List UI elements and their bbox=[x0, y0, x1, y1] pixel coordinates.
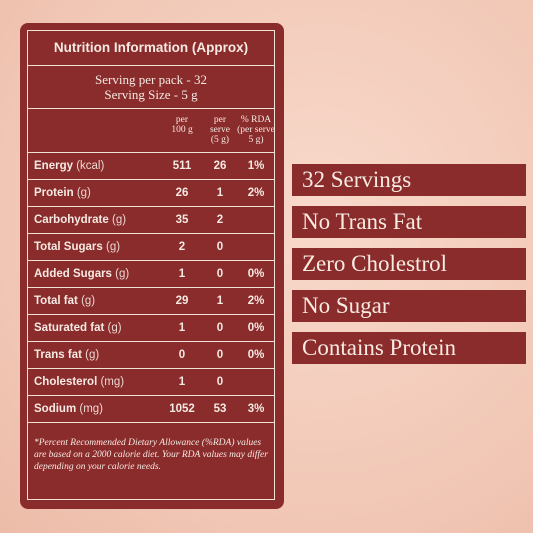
table-row: Carbohydrate (g) 35 2 bbox=[28, 207, 274, 234]
table-row: Saturated fat (g) 1 0 0% bbox=[28, 315, 274, 342]
value-per-100g: 1 bbox=[178, 376, 186, 388]
header-rda: % RDA (per serve 5 g) bbox=[237, 115, 275, 145]
table-header: per 100 g per serve (5 g) % RDA (per ser… bbox=[28, 109, 275, 153]
value-rda: 3% bbox=[247, 403, 265, 415]
value-rda: 2% bbox=[247, 187, 265, 199]
value-per-serve: 1 bbox=[216, 187, 224, 199]
feature-badge: 32 Servings bbox=[292, 164, 526, 196]
nutrient-unit: (g) bbox=[85, 349, 100, 361]
nutrient-name: Protein (g) bbox=[34, 187, 91, 199]
serving-size: Serving Size - 5 g bbox=[104, 87, 198, 102]
nutrition-panel: Nutrition Information (Approx) Serving p… bbox=[20, 23, 284, 509]
value-per-serve: 1 bbox=[216, 295, 224, 307]
rda-footnote: *Percent Recommended Dietary Allowance (… bbox=[34, 438, 268, 472]
nutrient-unit: (g) bbox=[115, 268, 130, 280]
nutrient-name: Trans fat (g) bbox=[34, 349, 100, 361]
value-per-100g: 511 bbox=[172, 160, 192, 172]
value-per-100g: 29 bbox=[175, 295, 189, 307]
nutrient-unit: (g) bbox=[81, 295, 96, 307]
value-rda: 2% bbox=[247, 295, 265, 307]
table-body: Energy (kcal) 511 26 1% Protein (g) 26 1 2% Carb… bbox=[28, 153, 274, 423]
serving-per-pack: Serving per pack - 32 bbox=[95, 72, 207, 87]
feature-badge: No Sugar bbox=[292, 290, 526, 322]
header-nutrient bbox=[28, 109, 160, 152]
table-row: Added Sugars (g) 1 0 0% bbox=[28, 261, 274, 288]
table-row: Total Sugars (g) 2 0 bbox=[28, 234, 274, 261]
nutrient-unit: (g) bbox=[106, 241, 121, 253]
feature-badge: Contains Protein bbox=[292, 332, 526, 364]
value-per-serve: 2 bbox=[216, 214, 224, 226]
value-per-serve: 26 bbox=[213, 160, 227, 172]
value-rda: 0% bbox=[247, 349, 265, 361]
table-row: Total fat (g) 29 1 2% bbox=[28, 288, 274, 315]
nutrient-name: Added Sugars (g) bbox=[34, 268, 130, 280]
header-per-100g: per 100 g bbox=[171, 115, 193, 135]
value-per-100g: 1 bbox=[178, 268, 186, 280]
table-row: Protein (g) 26 1 2% bbox=[28, 180, 274, 207]
value-per-100g: 2 bbox=[178, 241, 186, 253]
table-row: Energy (kcal) 511 26 1% bbox=[28, 153, 274, 180]
nutrient-name: Energy (kcal) bbox=[34, 160, 105, 172]
value-rda: 0% bbox=[247, 268, 265, 280]
value-per-serve: 0 bbox=[216, 322, 224, 334]
feature-badge: Zero Cholestrol bbox=[292, 248, 526, 280]
nutrient-unit: (g) bbox=[76, 187, 91, 199]
value-per-100g: 35 bbox=[175, 214, 189, 226]
value-per-serve: 0 bbox=[216, 268, 224, 280]
nutrient-name: Total Sugars (g) bbox=[34, 241, 121, 253]
value-per-100g: 0 bbox=[178, 349, 186, 361]
value-rda: 0% bbox=[247, 322, 265, 334]
value-per-serve: 0 bbox=[216, 241, 224, 253]
table-row: Trans fat (g) 0 0 0% bbox=[28, 342, 274, 369]
value-per-serve: 53 bbox=[213, 403, 227, 415]
nutrient-unit: (g) bbox=[111, 214, 127, 226]
value-per-100g: 1 bbox=[178, 322, 186, 334]
value-rda: 1% bbox=[247, 160, 265, 172]
nutrient-name: Carbohydrate (g) bbox=[34, 214, 127, 226]
panel-title: Nutrition Information (Approx) bbox=[28, 31, 274, 66]
nutrient-name: Sodium (mg) bbox=[34, 403, 104, 415]
nutrient-name: Total fat (g) bbox=[34, 295, 96, 307]
nutrient-name: Saturated fat (g) bbox=[34, 322, 122, 334]
value-per-serve: 0 bbox=[216, 349, 224, 361]
feature-badge: No Trans Fat bbox=[292, 206, 526, 238]
value-per-serve: 0 bbox=[216, 376, 224, 388]
nutrient-unit: (mg) bbox=[100, 376, 125, 388]
table-row: Sodium (mg) 1052 53 3% bbox=[28, 396, 274, 423]
value-per-100g: 1052 bbox=[169, 403, 195, 415]
header-per-serve: per serve (5 g) bbox=[209, 115, 231, 145]
serving-info: Serving per pack - 32 Serving Size - 5 g bbox=[28, 66, 274, 109]
nutrient-unit: (g) bbox=[107, 322, 122, 334]
value-per-100g: 26 bbox=[175, 187, 189, 199]
nutrient-unit: (mg) bbox=[79, 403, 104, 415]
nutrient-name: Cholesterol (mg) bbox=[34, 376, 125, 388]
table-row: Cholesterol (mg) 1 0 bbox=[28, 369, 274, 396]
nutrition-table: Nutrition Information (Approx) Serving p… bbox=[27, 30, 275, 500]
nutrient-unit: (kcal) bbox=[76, 160, 105, 172]
